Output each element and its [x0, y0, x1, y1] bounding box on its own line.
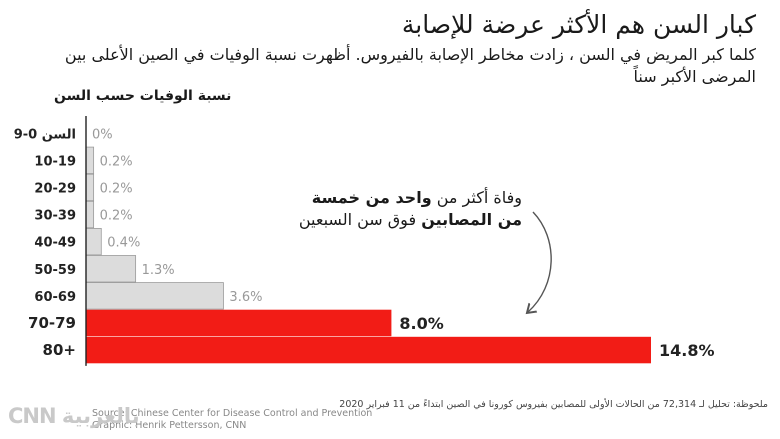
footnote: ملحوظة: تحليل لـ 72,314 من الحالات الأول… — [339, 399, 768, 410]
chart-title: كبار السن هم الأكثر عرضة للإصابة — [401, 10, 756, 39]
cnn-arabic-logo: CNN بالعربية — [8, 404, 141, 428]
category-label: 20-29 — [34, 181, 76, 196]
value-label: 8.0% — [399, 314, 443, 333]
bar — [85, 173, 95, 202]
annotation-arrow — [528, 211, 552, 312]
category-label: 80+ — [43, 341, 76, 359]
credits: Source: Chinese Center for Disease Contr… — [92, 408, 372, 432]
annotation-bold: واحد من خمسة من المصابين — [311, 188, 522, 229]
bar — [85, 255, 137, 283]
bar — [85, 282, 224, 310]
value-label: 1.3% — [142, 263, 175, 278]
annotation-part2: فوق سن السبعين — [298, 210, 422, 229]
source-line: Source: Chinese Center for Disease Contr… — [92, 408, 373, 419]
category-label: 40-49 — [34, 236, 76, 251]
category-label: 60-69 — [34, 290, 76, 305]
value-label: 0.2% — [100, 181, 133, 196]
graphic-credit: Graphic: Henrik Pettersson, CNN — [92, 420, 247, 431]
value-label: 3.6% — [229, 290, 262, 305]
value-label: 0.4% — [107, 236, 140, 251]
chart-subtitle: كلما كبر المريض في السن ، زادت مخاطر الإ… — [64, 45, 756, 86]
annotation-part1: وفاة أكثر من — [431, 188, 522, 207]
bar — [86, 336, 651, 364]
category-label: 30-39 — [34, 209, 76, 224]
bars-group: السن 0-9 0% 10-19 0.2% 20-29 0.2% 30-39 0.2% 40-… — [14, 116, 715, 366]
value-label: 0.2% — [100, 154, 133, 169]
bar — [86, 309, 392, 337]
category-label: 10-19 — [34, 154, 76, 169]
category-label: 50-59 — [34, 263, 76, 278]
chart-axis-heading: نسبة الوفيات حسب السن — [54, 88, 232, 104]
category-label: السن 0-9 — [14, 127, 76, 142]
annotation-text: وفاة أكثر من واحد من خمسة من المصابين فو… — [292, 187, 522, 231]
bar — [85, 200, 95, 229]
value-label: 14.8% — [659, 341, 715, 360]
value-label: 0% — [92, 127, 113, 142]
bar — [85, 146, 95, 175]
value-label: 0.2% — [100, 209, 133, 224]
category-label: 70-79 — [28, 314, 76, 332]
bar — [85, 227, 102, 256]
